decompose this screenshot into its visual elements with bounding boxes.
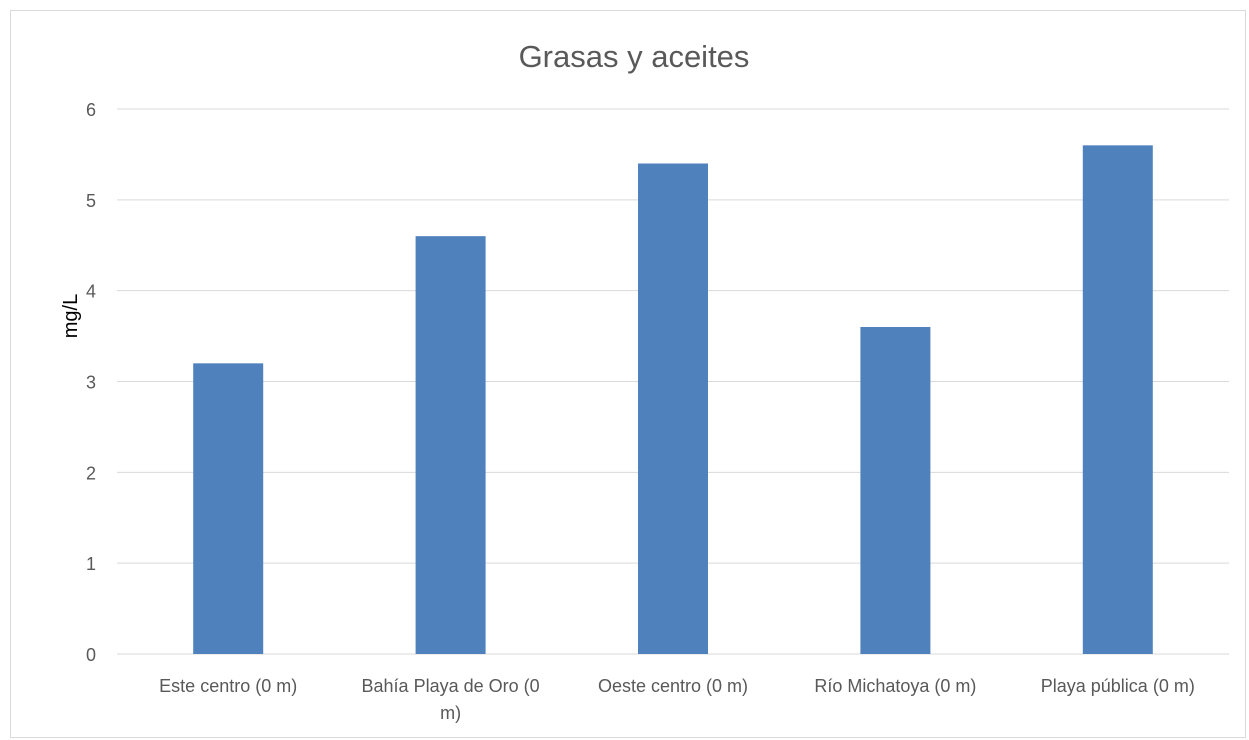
x-tick-label: Río Michatoya (0 m) — [814, 676, 976, 696]
x-tick-label-line: Este centro (0 m) — [159, 676, 297, 696]
x-tick-label-line: m) — [440, 703, 461, 723]
x-tick-label: Este centro (0 m) — [159, 676, 297, 696]
y-tick-label: 3 — [86, 373, 96, 393]
x-tick-label: Oeste centro (0 m) — [598, 676, 748, 696]
bars — [193, 145, 1153, 655]
x-tick-label-line: Bahía Playa de Oro (0 — [362, 676, 540, 696]
chart-title: Grasas y aceites — [519, 39, 750, 74]
y-axis-label: mg/L — [60, 294, 82, 338]
x-axis-ticks: Este centro (0 m) Bahía Playa de Oro (0 m)… — [159, 676, 1195, 723]
bar — [415, 236, 486, 654]
y-tick-label: 5 — [86, 191, 96, 211]
y-tick-label: 6 — [86, 100, 96, 120]
bar — [1082, 145, 1153, 655]
x-tick-label-line: Oeste centro (0 m) — [598, 676, 748, 696]
y-tick-label: 4 — [86, 282, 96, 302]
y-tick-label: 1 — [86, 554, 96, 574]
y-tick-label: 0 — [86, 645, 96, 665]
x-tick-label-line: Playa pública (0 m) — [1041, 676, 1195, 696]
bar — [638, 163, 708, 654]
x-tick-label-line: Río Michatoya (0 m) — [814, 676, 976, 696]
y-axis-ticks: 0 1 2 3 4 5 6 — [86, 100, 96, 665]
x-tick-label: Playa pública (0 m) — [1041, 676, 1195, 696]
x-tick-label: Bahía Playa de Oro (0 m) — [362, 676, 540, 723]
bar — [860, 327, 931, 654]
y-tick-label: 2 — [86, 463, 96, 483]
bar — [193, 363, 264, 654]
